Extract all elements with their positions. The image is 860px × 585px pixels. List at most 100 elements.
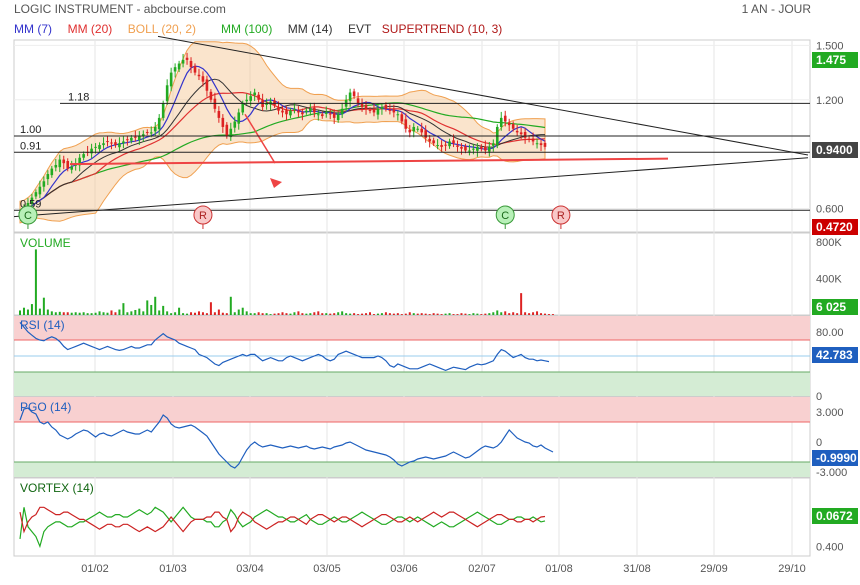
volume-bar-125 xyxy=(516,313,519,315)
candle-body-91 xyxy=(380,107,384,109)
volume-bar-19 xyxy=(94,312,97,315)
candle-121 xyxy=(499,111,503,131)
volume-badge-text: 6 025 xyxy=(816,300,846,314)
candle-41 xyxy=(181,53,185,68)
chart-title: LOGIC INSTRUMENT - abcbourse.com xyxy=(14,2,226,16)
volume-bar-106 xyxy=(440,314,443,315)
candle-body-13 xyxy=(70,166,74,170)
candle-72 xyxy=(305,107,308,115)
candle-body-79 xyxy=(332,113,336,118)
candle-body-56 xyxy=(241,103,245,113)
volume-bar-59 xyxy=(253,313,256,315)
candle-body-60 xyxy=(257,94,260,100)
volume-bar-130 xyxy=(536,311,539,315)
x-tick-4: 03/06 xyxy=(390,563,418,575)
candle-body-109 xyxy=(452,140,455,144)
candle-body-12 xyxy=(66,160,70,169)
candle-body-62 xyxy=(265,103,268,105)
price-tick-1: 1.200 xyxy=(816,95,844,107)
candle-13 xyxy=(70,160,74,174)
signal-label-1: R xyxy=(199,210,207,222)
candle-body-21 xyxy=(102,143,105,146)
volume-bar-103 xyxy=(428,314,431,315)
volume-bar-111 xyxy=(460,313,463,315)
candle-15 xyxy=(78,153,81,172)
candle-body-33 xyxy=(149,132,153,134)
trendlines xyxy=(13,35,809,218)
volume-bar-95 xyxy=(396,313,399,315)
volume-bar-75 xyxy=(317,311,320,315)
candle-73 xyxy=(309,102,312,116)
candle-47 xyxy=(205,75,209,97)
level-label-1: 1.00 xyxy=(20,124,41,136)
volume-bar-51 xyxy=(221,312,224,315)
rsi-tick-0: 80.00 xyxy=(816,327,844,339)
volume-bar-81 xyxy=(341,311,344,315)
volume-bar-30 xyxy=(138,308,141,315)
signal-label-3: R xyxy=(557,210,565,222)
candle-body-86 xyxy=(360,103,364,108)
value-badges: 1.475 0.9400 0.4720 6 025 42.783 -0.9990 0.067… xyxy=(812,52,858,524)
candle-body-84 xyxy=(352,91,356,97)
pgo-badge: -0.9990 xyxy=(812,450,858,466)
volume-bar-9 xyxy=(54,312,57,315)
candle-55 xyxy=(237,108,241,130)
volume-bar-102 xyxy=(424,313,427,315)
candle-78 xyxy=(328,108,332,120)
volume-bar-84 xyxy=(353,313,356,315)
volume-bar-114 xyxy=(472,313,475,315)
volume-bar-60 xyxy=(257,312,260,315)
candle-106 xyxy=(440,140,443,152)
candle-69 xyxy=(293,102,296,114)
volume-badge-box xyxy=(812,299,858,315)
candle-18 xyxy=(90,143,93,159)
candle-body-66 xyxy=(281,110,284,113)
candle-93 xyxy=(388,103,392,115)
candle-105 xyxy=(436,139,439,150)
candle-21 xyxy=(102,137,105,149)
candle-130 xyxy=(535,138,539,149)
candle-body-85 xyxy=(356,98,360,104)
candle-67 xyxy=(285,106,288,121)
candle-body-125 xyxy=(515,130,519,133)
high-badge: 1.475 xyxy=(812,52,858,68)
candle-35 xyxy=(157,114,161,136)
volume-bar-76 xyxy=(321,313,324,315)
vortex-badge: 0.0672 xyxy=(812,508,858,524)
candle-body-68 xyxy=(289,110,292,116)
volume-bar-22 xyxy=(106,312,109,315)
volume-bar-23 xyxy=(110,310,113,315)
candle-70 xyxy=(297,106,300,118)
low-badge-box xyxy=(812,219,858,235)
candle-110 xyxy=(456,140,459,152)
candle-body-87 xyxy=(364,104,368,109)
rsi-title: RSI (14) xyxy=(20,318,65,332)
candle-body-121 xyxy=(499,117,503,127)
candle-body-118 xyxy=(488,146,491,152)
candle-body-11 xyxy=(62,159,66,164)
candle-body-50 xyxy=(217,111,221,118)
volume-bar-99 xyxy=(412,313,415,315)
volume-bar-69 xyxy=(293,312,296,315)
rsi-badge-text: 42.783 xyxy=(816,348,853,362)
volume-bar-14 xyxy=(74,312,77,315)
candle-34 xyxy=(153,122,157,137)
candle-body-8 xyxy=(50,168,54,176)
volume-bar-8 xyxy=(50,311,53,315)
candle-body-110 xyxy=(456,145,459,147)
candle-26 xyxy=(122,136,125,149)
rsi-overbought-zone xyxy=(14,316,810,340)
volume-bar-118 xyxy=(488,313,491,315)
candle-body-7 xyxy=(46,174,50,180)
candle-body-80 xyxy=(336,114,340,121)
candle-43 xyxy=(189,57,193,74)
volume-bar-33 xyxy=(150,304,153,315)
volume-bar-55 xyxy=(237,309,240,315)
candle-6 xyxy=(42,176,46,192)
candle-75 xyxy=(316,110,320,121)
volume-bar-91 xyxy=(380,313,383,315)
volume-bar-128 xyxy=(528,313,531,315)
candle-128 xyxy=(527,136,531,143)
candle-body-58 xyxy=(249,96,252,101)
candle-99 xyxy=(412,123,416,138)
